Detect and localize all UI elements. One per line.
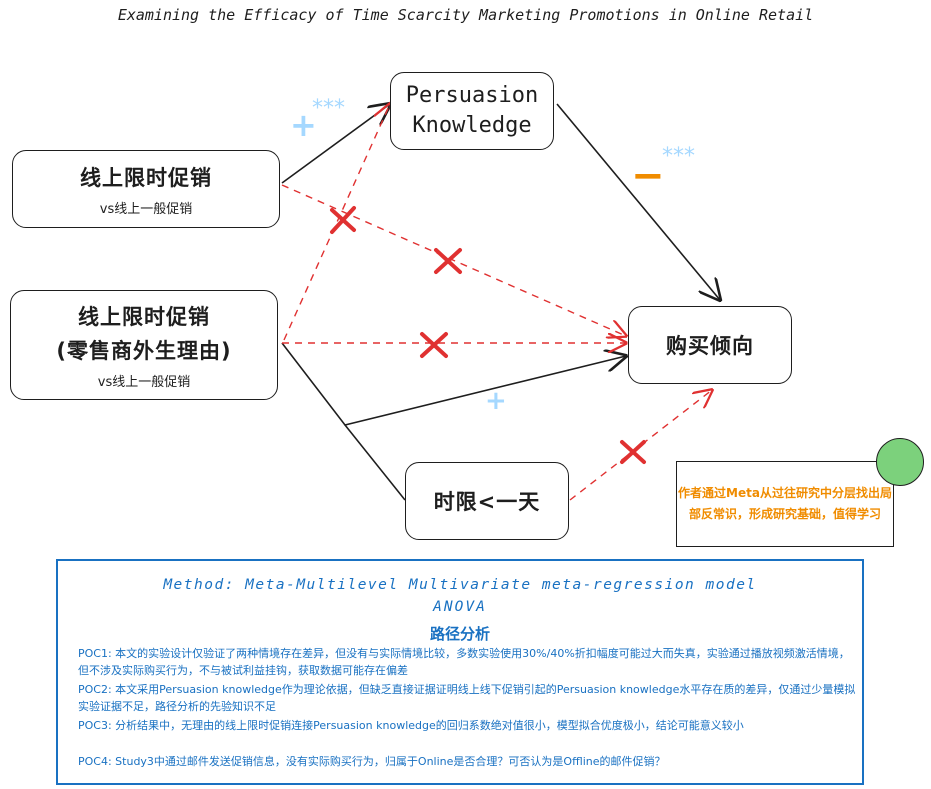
poc2-text: POC2: 本文采用Persuasion knowledge作为理论依据，但缺乏… bbox=[78, 683, 856, 713]
node-online-limited-promo-sub: vs线上一般促销 bbox=[99, 201, 193, 217]
node-pk-line1: Persuasion bbox=[405, 83, 539, 108]
poc4-text: POC4: Study3中通过邮件发送促销信息，没有实际购买行为，归属于Onli… bbox=[78, 755, 666, 768]
page-title: Examining the Efficacy of Time Scarcity … bbox=[117, 6, 814, 24]
path-analysis-line: 路径分析 bbox=[429, 625, 490, 643]
poc3-text: POC3: 分析结果中，无理由的线上限时促销连接Persuasion knowl… bbox=[78, 719, 744, 732]
dashed-n1-to-purchase bbox=[281, 184, 626, 336]
node-time-label: 时限<一天 bbox=[433, 490, 541, 514]
note-box: 作者通过Meta从过往研究中分层找出局部反常识，形成研究基础，值得学习 bbox=[676, 461, 894, 547]
cross-mark-3 bbox=[420, 332, 448, 358]
minus-sign-pk: − bbox=[631, 153, 665, 199]
green-dot bbox=[876, 438, 924, 486]
node-persuasion-knowledge: Persuasion Knowledge bbox=[390, 72, 554, 150]
node-online-limited-promo-exogenous: 线上限时促销 (零售商外生理由) vs线上一般促销 bbox=[10, 290, 278, 400]
poc1-text: POC1: 本文的实验设计仅验证了两种情境存在差异，但没有与实际情境比较，多数实… bbox=[78, 647, 850, 677]
node-pk-line2: Knowledge bbox=[412, 113, 532, 138]
node-exogenous-reason: (零售商外生理由) bbox=[56, 338, 232, 363]
node-purchase-label: 购买倾向 bbox=[666, 334, 754, 358]
node-exogenous-title: 线上限时促销 bbox=[78, 304, 210, 329]
significance-stars-minus: *** bbox=[662, 144, 695, 169]
cross-mark-2 bbox=[434, 248, 462, 274]
node-purchase-intention: 购买倾向 bbox=[628, 306, 792, 384]
node-online-limited-promo: 线上限时促销 vs线上一般促销 bbox=[12, 150, 280, 228]
arrow-pk-to-purchase bbox=[556, 103, 720, 300]
significance-stars-pk: *** bbox=[312, 96, 345, 121]
cross-mark-4 bbox=[620, 440, 646, 464]
node-online-limited-promo-title: 线上限时促销 bbox=[80, 165, 212, 190]
dashed-n2-to-pk bbox=[283, 104, 390, 341]
arrow-n2-to-time bbox=[344, 424, 406, 501]
arrow-n1-to-pk bbox=[281, 104, 390, 184]
anova-line: ANOVA bbox=[433, 599, 487, 615]
note-text: 作者通过Meta从过往研究中分层找出局部反常识，形成研究基础，值得学习 bbox=[678, 486, 892, 521]
node-exogenous-sub: vs线上一般促销 bbox=[97, 374, 191, 390]
method-panel: Method: Meta-Multilevel Multivariate met… bbox=[56, 559, 864, 785]
plus-sign-purchase: + bbox=[485, 386, 507, 416]
cross-mark-1 bbox=[330, 206, 356, 234]
dashed-time-to-purchase bbox=[569, 390, 712, 501]
plus-sign-pk: + bbox=[290, 106, 317, 144]
node-time-limit: 时限<一天 bbox=[405, 462, 569, 540]
method-line: Method: Meta-Multilevel Multivariate met… bbox=[163, 577, 757, 593]
arrow-n2-to-purchase bbox=[281, 342, 626, 426]
